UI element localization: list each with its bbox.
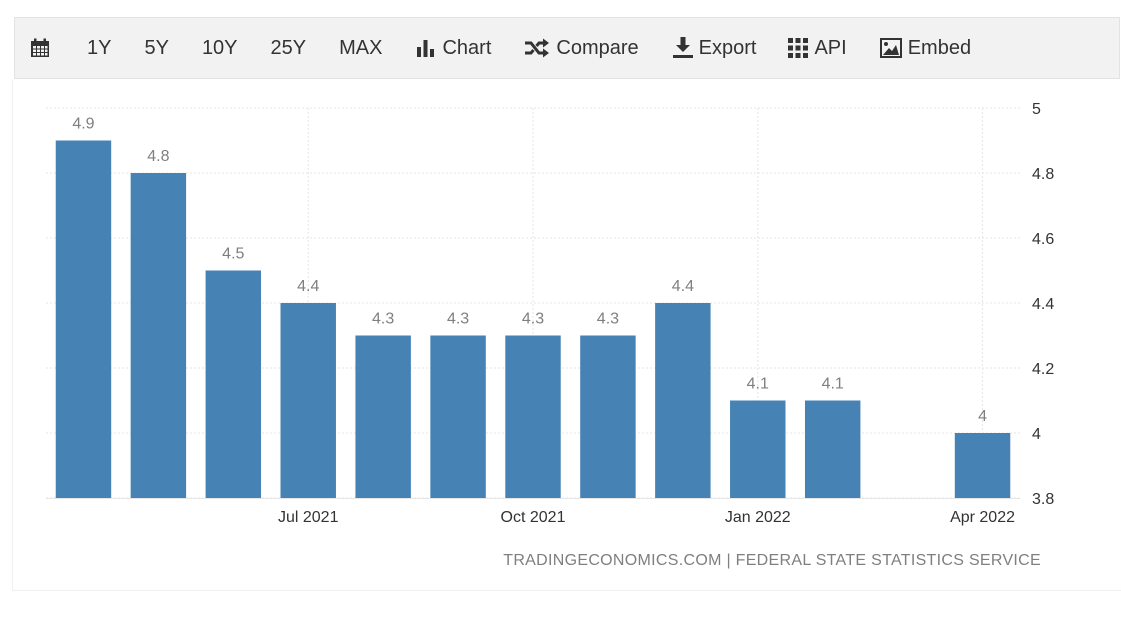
source-attribution: TRADINGECONOMICS.COM | FEDERAL STATE STA… <box>503 552 1041 569</box>
x-tick-label: Jan 2022 <box>725 509 791 526</box>
bar <box>205 270 262 498</box>
range-10y-button[interactable]: 10Y <box>202 18 238 78</box>
chart-toolbar: 1Y 5Y 10Y 25Y MAX Chart Compare <box>14 17 1120 79</box>
range-max-label: MAX <box>339 36 383 59</box>
bar <box>655 303 711 498</box>
data-label: 4 <box>978 408 987 425</box>
range-25y-button[interactable]: 25Y <box>271 18 307 78</box>
image-icon <box>879 38 902 58</box>
bar <box>580 335 636 498</box>
chart-type-label: Chart <box>442 36 492 59</box>
data-label: 4.3 <box>372 311 394 328</box>
bar-chart: 3.8 4 4.2 4.4 4.6 4.8 5 Jul 2021 Oct 2021 Jan 202… <box>46 101 1054 526</box>
y-tick-label: 4.2 <box>1032 361 1054 378</box>
range-max-button[interactable]: MAX <box>339 18 382 78</box>
data-label: 4.1 <box>747 376 769 393</box>
bar <box>505 335 561 498</box>
export-button[interactable]: Export <box>672 18 757 78</box>
grid-icon <box>788 38 809 58</box>
x-tick-label: Jul 2021 <box>278 509 339 526</box>
embed-button[interactable]: Embed <box>879 18 972 78</box>
bar <box>430 335 486 498</box>
data-label: 4.9 <box>72 116 94 133</box>
y-tick-label: 4.6 <box>1032 231 1054 248</box>
range-1y-button[interactable]: 1Y <box>87 18 111 78</box>
calendar-icon <box>30 38 50 58</box>
compare-button[interactable]: Compare <box>524 18 639 78</box>
data-label: 4.4 <box>672 278 694 295</box>
data-label: 4.3 <box>597 311 619 328</box>
bar <box>954 433 1011 498</box>
bar-chart-icon <box>416 38 436 58</box>
chart-type-button[interactable]: Chart <box>416 18 491 78</box>
range-10y-label: 10Y <box>201 36 238 59</box>
x-tick-label: Apr 2022 <box>950 509 1015 526</box>
bar <box>55 140 112 498</box>
y-tick-label: 5 <box>1032 101 1041 118</box>
bar <box>730 400 786 498</box>
api-label: API <box>814 36 847 59</box>
range-5y-label: 5Y <box>144 36 169 59</box>
range-25y-label: 25Y <box>270 36 307 59</box>
bar <box>280 303 336 498</box>
embed-label: Embed <box>907 36 972 59</box>
data-label: 4.3 <box>522 311 544 328</box>
data-label: 4.5 <box>222 246 244 263</box>
data-label: 4.8 <box>147 148 169 165</box>
chart-panel: 3.8 4 4.2 4.4 4.6 4.8 5 Jul 2021 Oct 2021 Jan 202… <box>12 80 1121 591</box>
shuffle-icon <box>524 38 550 58</box>
y-tick-label: 4.8 <box>1032 166 1054 183</box>
bar <box>355 335 411 498</box>
data-label: 4.1 <box>822 376 844 393</box>
data-label: 4.3 <box>447 311 469 328</box>
y-tick-label: 4 <box>1032 426 1041 443</box>
range-5y-button[interactable]: 5Y <box>144 18 168 78</box>
y-tick-label: 4.4 <box>1032 296 1054 313</box>
calendar-button[interactable] <box>30 18 50 78</box>
compare-label: Compare <box>556 36 639 59</box>
export-label: Export <box>698 36 757 59</box>
bar <box>130 173 187 498</box>
bar <box>804 400 861 498</box>
download-icon <box>672 37 693 59</box>
data-label: 4.4 <box>297 278 319 295</box>
x-tick-label: Oct 2021 <box>501 509 566 526</box>
range-1y-label: 1Y <box>87 36 112 59</box>
api-button[interactable]: API <box>788 18 847 78</box>
y-tick-label: 3.8 <box>1032 491 1054 508</box>
